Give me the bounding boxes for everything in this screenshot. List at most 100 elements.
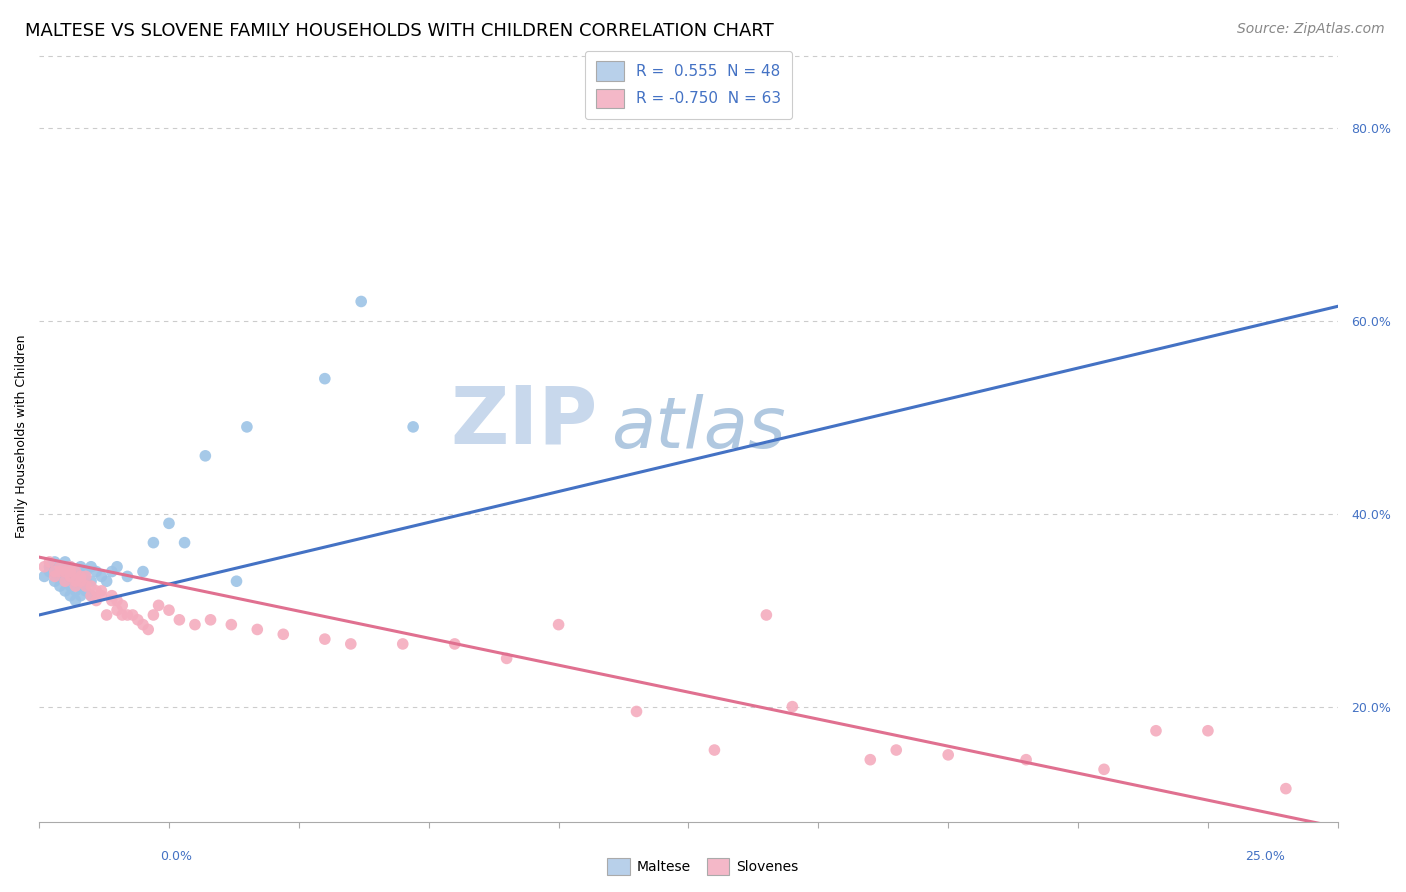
- Point: [402, 420, 425, 434]
- Point: [626, 705, 648, 719]
- Point: [49, 559, 72, 574]
- Y-axis label: Family Households with Children: Family Households with Children: [15, 334, 28, 538]
- Point: [1275, 781, 1298, 796]
- Point: [75, 579, 97, 593]
- Point: [157, 516, 180, 531]
- Point: [101, 589, 124, 603]
- Point: [105, 593, 128, 607]
- Point: [59, 579, 82, 593]
- Point: [69, 559, 91, 574]
- Point: [53, 574, 76, 589]
- Point: [38, 559, 60, 574]
- Point: [169, 613, 191, 627]
- Point: [105, 603, 128, 617]
- Point: [1197, 723, 1219, 738]
- Point: [200, 613, 222, 627]
- Point: [49, 565, 72, 579]
- Point: [80, 559, 103, 574]
- Legend: R =  0.555  N = 48, R = -0.750  N = 63: R = 0.555 N = 48, R = -0.750 N = 63: [585, 51, 792, 119]
- Point: [44, 565, 66, 579]
- Point: [391, 637, 413, 651]
- Point: [443, 637, 465, 651]
- Legend: Maltese, Slovenes: Maltese, Slovenes: [602, 853, 804, 880]
- Point: [75, 583, 97, 598]
- Point: [495, 651, 517, 665]
- Text: Source: ZipAtlas.com: Source: ZipAtlas.com: [1237, 22, 1385, 37]
- Point: [132, 565, 155, 579]
- Point: [236, 420, 259, 434]
- Point: [80, 579, 103, 593]
- Point: [44, 565, 66, 579]
- Point: [80, 589, 103, 603]
- Text: atlas: atlas: [610, 394, 785, 463]
- Point: [221, 617, 243, 632]
- Point: [65, 574, 87, 589]
- Point: [101, 593, 124, 607]
- Point: [84, 593, 107, 607]
- Point: [69, 579, 91, 593]
- Point: [859, 753, 882, 767]
- Point: [90, 583, 112, 598]
- Point: [49, 579, 72, 593]
- Point: [59, 559, 82, 574]
- Point: [96, 574, 118, 589]
- Point: [547, 617, 569, 632]
- Point: [936, 747, 959, 762]
- Point: [142, 535, 165, 549]
- Point: [340, 637, 363, 651]
- Point: [59, 565, 82, 579]
- Point: [117, 569, 139, 583]
- Point: [148, 599, 170, 613]
- Point: [782, 699, 804, 714]
- Point: [53, 555, 76, 569]
- Point: [121, 607, 143, 622]
- Point: [53, 565, 76, 579]
- Point: [1015, 753, 1038, 767]
- Point: [38, 555, 60, 569]
- Point: [271, 627, 294, 641]
- Point: [194, 449, 217, 463]
- Point: [65, 574, 87, 589]
- Point: [111, 607, 134, 622]
- Point: [49, 559, 72, 574]
- Point: [38, 565, 60, 579]
- Point: [117, 607, 139, 622]
- Point: [105, 559, 128, 574]
- Point: [350, 294, 373, 309]
- Point: [80, 589, 103, 603]
- Point: [246, 623, 269, 637]
- Point: [75, 569, 97, 583]
- Point: [755, 607, 778, 622]
- Text: MALTESE VS SLOVENE FAMILY HOUSEHOLDS WITH CHILDREN CORRELATION CHART: MALTESE VS SLOVENE FAMILY HOUSEHOLDS WIT…: [25, 22, 775, 40]
- Point: [65, 565, 87, 579]
- Text: 0.0%: 0.0%: [160, 850, 191, 863]
- Point: [65, 579, 87, 593]
- Point: [184, 617, 207, 632]
- Point: [157, 603, 180, 617]
- Point: [173, 535, 195, 549]
- Point: [49, 565, 72, 579]
- Point: [59, 569, 82, 583]
- Point: [136, 623, 159, 637]
- Point: [44, 574, 66, 589]
- Point: [59, 589, 82, 603]
- Point: [75, 565, 97, 579]
- Point: [1092, 762, 1115, 776]
- Point: [69, 574, 91, 589]
- Point: [127, 613, 149, 627]
- Point: [90, 589, 112, 603]
- Point: [101, 565, 124, 579]
- Point: [44, 555, 66, 569]
- Point: [703, 743, 725, 757]
- Point: [34, 569, 56, 583]
- Point: [34, 559, 56, 574]
- Point: [59, 559, 82, 574]
- Point: [75, 574, 97, 589]
- Point: [225, 574, 247, 589]
- Point: [84, 565, 107, 579]
- Point: [53, 565, 76, 579]
- Point: [69, 569, 91, 583]
- Point: [1144, 723, 1167, 738]
- Point: [314, 372, 336, 386]
- Point: [59, 569, 82, 583]
